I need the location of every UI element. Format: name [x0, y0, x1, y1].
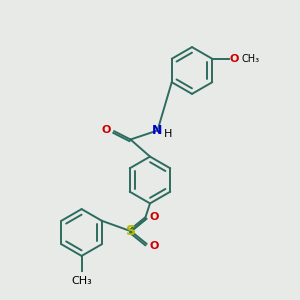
Text: H: H	[164, 129, 172, 139]
Text: O: O	[102, 124, 111, 135]
Text: O: O	[149, 241, 158, 251]
Text: S: S	[126, 224, 136, 238]
Text: CH₃: CH₃	[242, 54, 260, 64]
Text: O: O	[230, 54, 239, 64]
Text: N: N	[152, 124, 162, 137]
Text: CH₃: CH₃	[71, 276, 92, 286]
Text: O: O	[149, 212, 158, 222]
